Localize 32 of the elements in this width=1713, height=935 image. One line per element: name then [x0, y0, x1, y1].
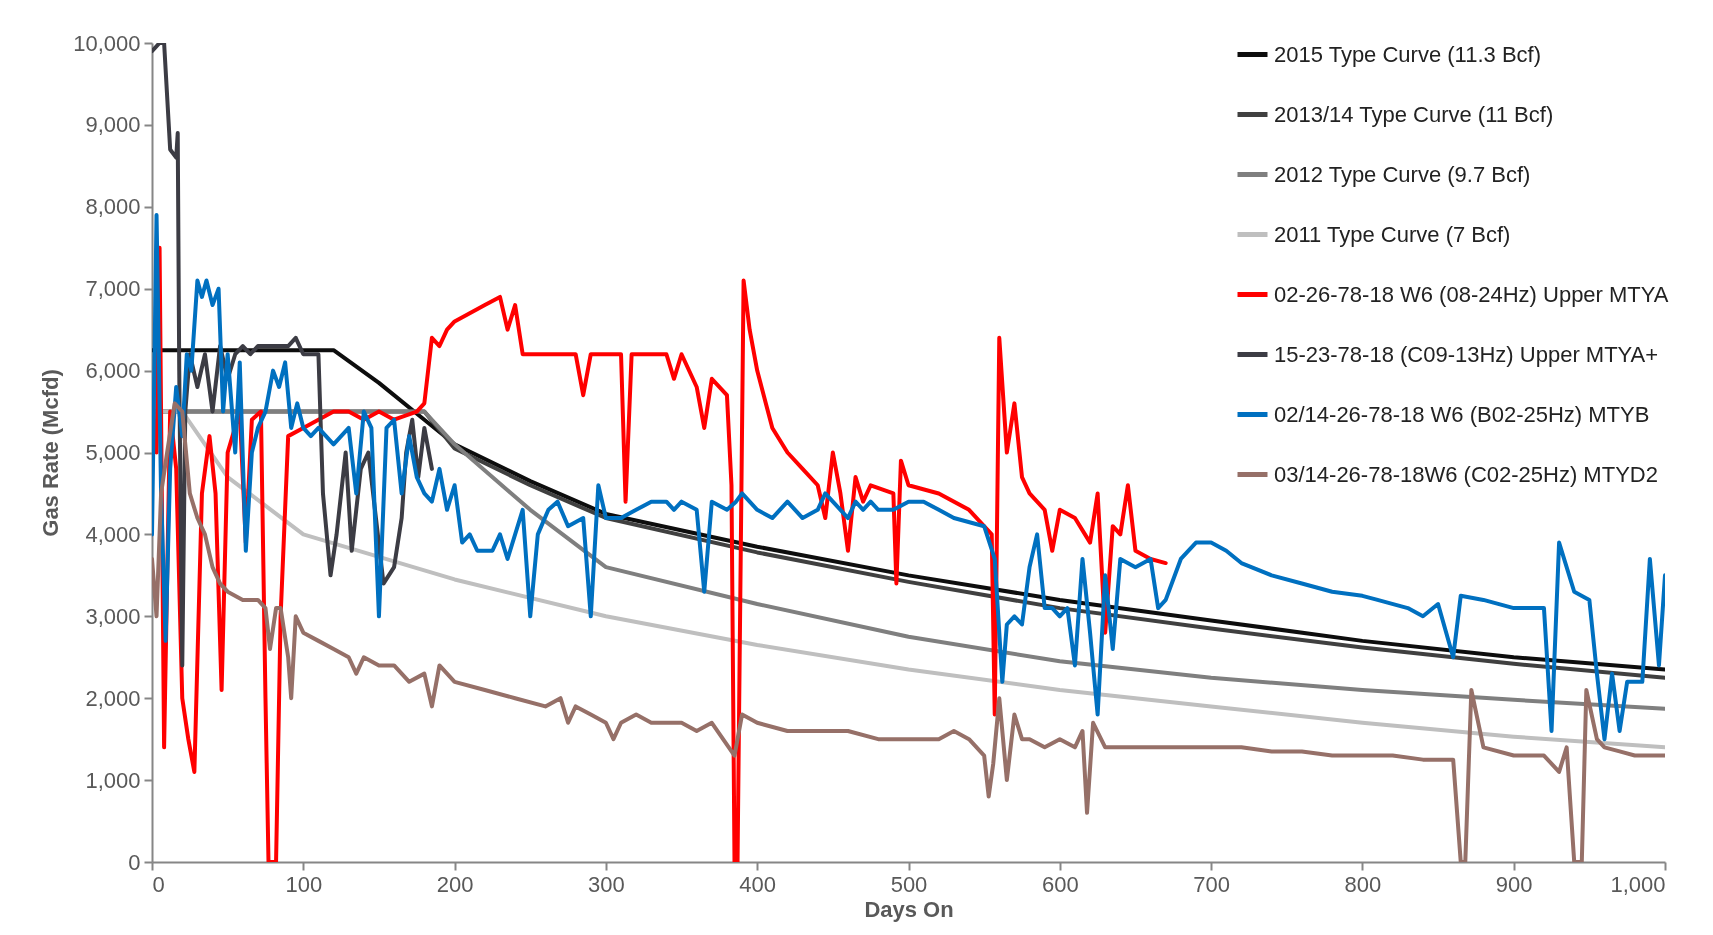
y-tick-label: 3,000 [85, 603, 141, 629]
y-tick-label: 0 [128, 849, 141, 875]
x-tick-label: 200 [436, 871, 474, 897]
x-tick-label: 0 [152, 871, 165, 897]
legend-label: 15-23-78-18 (C09-13Hz) Upper MTYA+ [1274, 341, 1659, 367]
y-tick-label: 8,000 [85, 194, 141, 220]
x-tick-label: 400 [739, 871, 777, 897]
y-tick-label: 7,000 [85, 276, 141, 302]
y-axis-title: Gas Rate (Mcfd) [38, 369, 64, 537]
y-tick-label: 2,000 [85, 685, 141, 711]
y-tick-label: 10,000 [73, 30, 141, 56]
x-tick-label: 900 [1495, 871, 1533, 897]
y-tick-label: 1,000 [85, 767, 141, 793]
legend-label: 2015 Type Curve (11.3 Bcf) [1274, 41, 1541, 67]
y-tick-label: 4,000 [85, 521, 141, 547]
legend-label: 03/14-26-78-18W6 (C02-25Hz) MTYD2 [1274, 461, 1658, 487]
y-tick-label: 9,000 [85, 112, 141, 138]
x-tick-label: 300 [588, 871, 625, 897]
x-tick-label: 700 [1193, 871, 1230, 897]
legend-label: 02-26-78-18 W6 (08-24Hz) Upper MTYA [1274, 281, 1669, 307]
x-tick-label: 100 [285, 871, 323, 897]
x-tick-label: 600 [1041, 871, 1079, 897]
legend-label: 2012 Type Curve (9.7 Bcf) [1274, 161, 1531, 187]
x-axis-title: Days On [864, 896, 954, 922]
x-tick-label: 500 [890, 871, 928, 897]
x-tick-label: 800 [1344, 871, 1382, 897]
legend-label: 2011 Type Curve (7 Bcf) [1274, 221, 1511, 247]
y-tick-label: 6,000 [85, 358, 141, 384]
x-tick-label: 1,000 [1610, 871, 1666, 897]
legend-label: 02/14-26-78-18 W6 (B02-25Hz) MTYB [1274, 401, 1650, 427]
legend-label: 2013/14 Type Curve (11 Bcf) [1274, 101, 1554, 127]
y-tick-label: 5,000 [85, 440, 141, 465]
